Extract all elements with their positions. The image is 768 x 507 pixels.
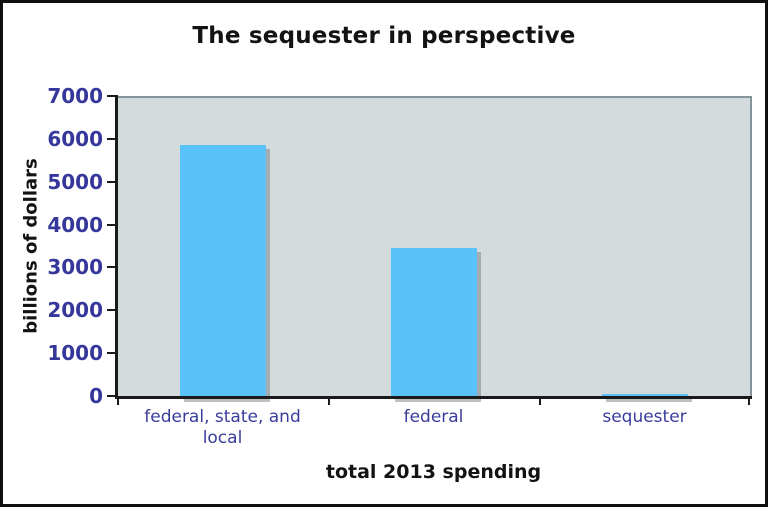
y-tick-mark	[107, 137, 116, 140]
chart-title: The sequester in perspective	[192, 23, 576, 49]
bar-federal-state-and-local	[179, 145, 266, 398]
y-tick-label-1000: 1000	[47, 341, 103, 366]
x-axis-title: total 2013 spending	[325, 461, 542, 483]
bar-federal	[390, 248, 477, 398]
y-tick-mark	[107, 95, 116, 97]
y-axis-line	[115, 95, 118, 399]
x-category-label-federal: federal	[403, 407, 464, 427]
y-tick-label-0: 0	[89, 384, 103, 408]
x-axis-line	[115, 396, 752, 399]
y-tick-label-2000: 2000	[47, 298, 103, 323]
y-tick-label-6000: 6000	[47, 126, 103, 151]
y-tick-label-7000: 7000	[47, 84, 103, 108]
y-tick-mark	[107, 395, 116, 397]
y-tick-mark	[107, 309, 116, 312]
x-tick-mark	[117, 398, 119, 405]
y-tick-mark	[107, 180, 116, 183]
x-tick-mark	[539, 398, 541, 405]
x-tick-mark	[328, 398, 330, 405]
x-category-label-sequester: sequester	[602, 407, 687, 427]
x-category-label-federal-state-and-local: federal, state, and local	[144, 407, 301, 448]
y-tick-label-4000: 4000	[47, 212, 103, 237]
x-tick-mark	[748, 398, 750, 405]
y-tick-mark	[107, 352, 116, 355]
y-tick-label-5000: 5000	[47, 169, 103, 194]
y-tick-mark	[107, 223, 116, 226]
plot-area	[117, 96, 752, 398]
y-tick-label-3000: 3000	[47, 255, 103, 280]
y-tick-mark	[107, 266, 116, 269]
